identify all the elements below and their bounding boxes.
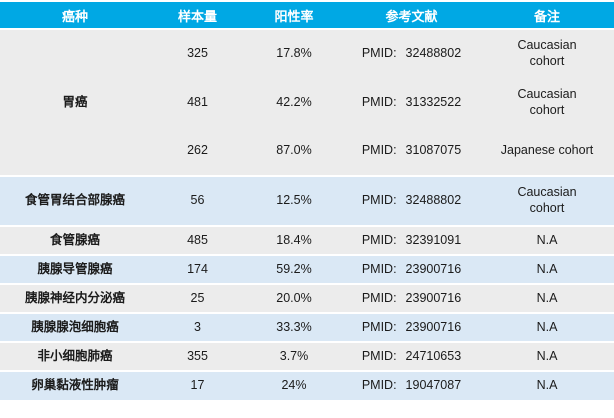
pmid-label: PMID: [361, 261, 397, 276]
remark-cell: N.A [480, 254, 614, 284]
reference-cell: PMID: 32488802 [343, 175, 480, 226]
remark-cell: N.A [480, 283, 614, 313]
sample-size-cell: 355 [150, 341, 245, 371]
table-row: 262 87.0% PMID: 31087075 Japanese cohort [0, 127, 614, 176]
sample-size-cell: 25 [150, 283, 245, 313]
pmid-value: 24710653 [405, 348, 462, 363]
cancer-type-cell: 食管胃结合部腺癌 [0, 175, 150, 226]
table-row: 卵巢黏液性肿瘤 17 24% PMID: 19047087 N.A [0, 370, 614, 400]
cancer-type-cell: 非小细胞肺癌 [0, 341, 150, 371]
cancer-type-cell: 卵巢黏液性肿瘤 [0, 370, 150, 400]
sample-size-cell: 481 [150, 78, 245, 127]
reference-cell: PMID: 32488802 [343, 28, 480, 78]
positive-rate-cell: 20.0% [245, 283, 343, 313]
cancer-type-cell: 胰腺腺泡细胞癌 [0, 312, 150, 342]
pmid-label: PMID: [361, 378, 397, 393]
header-positive-rate: 阳性率 [245, 0, 343, 29]
reference-cell: PMID: 19047087 [343, 370, 480, 400]
sample-size-cell: 262 [150, 127, 245, 176]
reference-cell: PMID: 31087075 [343, 127, 480, 176]
remark-cell: Caucasian cohort [480, 175, 614, 226]
pmid-value: 31332522 [405, 94, 462, 109]
remark-cell: Japanese cohort [480, 127, 614, 176]
table-body: 胃癌 325 17.8% PMID: 32488802 Caucasian cohort 4… [0, 28, 614, 400]
pmid-label: PMID: [361, 232, 397, 247]
remark-cell: Caucasian cohort [480, 78, 614, 127]
remark-cell: N.A [480, 225, 614, 255]
positive-rate-cell: 3.7% [245, 341, 343, 371]
pmid-label: PMID: [361, 193, 397, 208]
cancer-type-cell: 胃癌 [0, 28, 150, 176]
positive-rate-cell: 12.5% [245, 175, 343, 226]
table-row: 481 42.2% PMID: 31332522 Caucasian cohort [0, 78, 614, 127]
pmid-label: PMID: [361, 348, 397, 363]
positive-rate-cell: 59.2% [245, 254, 343, 284]
positive-rate-cell: 42.2% [245, 78, 343, 127]
pmid-value: 32488802 [405, 46, 462, 61]
pmid-label: PMID: [361, 143, 397, 158]
table-row: 食管胃结合部腺癌 56 12.5% PMID: 32488802 Caucasian co… [0, 175, 614, 226]
sample-size-cell: 56 [150, 175, 245, 226]
positive-rate-cell: 33.3% [245, 312, 343, 342]
reference-cell: PMID: 23900716 [343, 283, 480, 313]
pmid-label: PMID: [361, 290, 397, 305]
remark-cell: Caucasian cohort [480, 28, 614, 78]
pmid-value: 19047087 [405, 378, 462, 393]
table-header: 癌种 样本量 阳性率 参考文献 备注 [0, 0, 614, 29]
header-remark: 备注 [480, 0, 614, 29]
cancer-positivity-table: 癌种 样本量 阳性率 参考文献 备注 胃癌 325 17.8% PMID: 324888… [0, 0, 614, 400]
table-row: 食管腺癌 485 18.4% PMID: 32391091 N.A [0, 225, 614, 255]
remark-cell: N.A [480, 341, 614, 371]
pmid-value: 23900716 [405, 290, 462, 305]
reference-cell: PMID: 32391091 [343, 225, 480, 255]
header-reference: 参考文献 [343, 0, 480, 29]
pmid-label: PMID: [361, 46, 397, 61]
header-sample-size: 样本量 [150, 0, 245, 29]
reference-cell: PMID: 23900716 [343, 312, 480, 342]
cancer-type-cell: 胰腺导管腺癌 [0, 254, 150, 284]
sample-size-cell: 325 [150, 28, 245, 78]
sample-size-cell: 17 [150, 370, 245, 400]
cancer-type-cell: 食管腺癌 [0, 225, 150, 255]
reference-cell: PMID: 31332522 [343, 78, 480, 127]
pmid-label: PMID: [361, 319, 397, 334]
positive-rate-cell: 17.8% [245, 28, 343, 78]
pmid-value: 23900716 [405, 319, 462, 334]
table-row: 胃癌 325 17.8% PMID: 32488802 Caucasian cohort [0, 28, 614, 176]
sample-size-cell: 485 [150, 225, 245, 255]
reference-cell: PMID: 23900716 [343, 254, 480, 284]
pmid-value: 23900716 [405, 261, 462, 276]
positive-rate-cell: 24% [245, 370, 343, 400]
remark-cell: N.A [480, 370, 614, 400]
positive-rate-cell: 87.0% [245, 127, 343, 176]
header-row: 癌种 样本量 阳性率 参考文献 备注 [0, 0, 614, 29]
positive-rate-cell: 18.4% [245, 225, 343, 255]
table-row: 胰腺导管腺癌 174 59.2% PMID: 23900716 N.A [0, 254, 614, 284]
reference-cell: PMID: 24710653 [343, 341, 480, 371]
table-row: 胰腺腺泡细胞癌 3 33.3% PMID: 23900716 N.A [0, 312, 614, 342]
sample-size-cell: 174 [150, 254, 245, 284]
pmid-value: 32488802 [405, 193, 462, 208]
header-cancer-type: 癌种 [0, 0, 150, 29]
pmid-label: PMID: [361, 94, 397, 109]
remark-cell: N.A [480, 312, 614, 342]
table-row: 非小细胞肺癌 355 3.7% PMID: 24710653 N.A [0, 341, 614, 371]
table-row: 胰腺神经内分泌癌 25 20.0% PMID: 23900716 N.A [0, 283, 614, 313]
pmid-value: 32391091 [405, 232, 462, 247]
sample-size-cell: 3 [150, 312, 245, 342]
pmid-value: 31087075 [405, 143, 462, 158]
cancer-type-cell: 胰腺神经内分泌癌 [0, 283, 150, 313]
